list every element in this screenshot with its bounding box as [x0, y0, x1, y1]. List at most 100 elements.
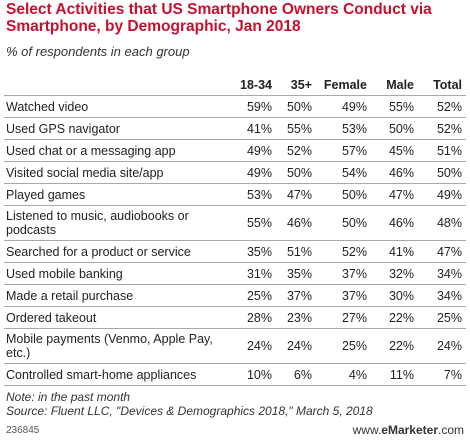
table-row: Searched for a product or service 35% 51% 5… — [4, 240, 466, 263]
brand-logo: www.eMarketer.com — [353, 423, 464, 437]
table-row: Listened to music, audiobooks or podcast… — [4, 205, 466, 241]
value-cell: 22% — [371, 328, 418, 364]
value-cell: 52% — [418, 95, 466, 118]
column-header: Male — [386, 78, 414, 92]
value-cell: 49% — [316, 95, 371, 118]
table-row: Ordered takeout 28% 23% 27% 22% 25% — [4, 306, 466, 329]
row-label: Visited social media site/app — [4, 161, 229, 184]
row-label: Made a retail purchase — [4, 284, 229, 307]
value-cell: 52% — [276, 139, 316, 162]
value-cell: 6% — [276, 363, 316, 386]
table-row: Mobile payments (Venmo, Apple Pay, etc.)… — [4, 328, 466, 364]
column-header: Female — [323, 78, 367, 92]
value-cell: 55% — [371, 95, 418, 118]
value-cell: 41% — [229, 117, 276, 140]
value-cell: 25% — [418, 306, 466, 329]
header-row: 18-34 35+ Female Male Total — [4, 68, 466, 96]
row-label: Used GPS navigator — [4, 117, 229, 140]
value-cell: 50% — [316, 183, 371, 206]
source-text: Source: Fluent LLC, "Devices & Demograph… — [6, 404, 373, 418]
footnote: Note: in the past month Source: Fluent L… — [6, 390, 373, 418]
value-cell: 52% — [418, 117, 466, 140]
value-cell: 23% — [276, 306, 316, 329]
chart-id: 236845 — [6, 425, 40, 436]
value-cell: 49% — [229, 161, 276, 184]
note-text: Note: in the past month — [6, 390, 131, 404]
value-cell: 24% — [276, 328, 316, 364]
value-cell: 47% — [418, 240, 466, 263]
value-cell: 46% — [371, 205, 418, 241]
table-row: Used mobile banking 31% 35% 37% 32% 34% — [4, 262, 466, 285]
brand-suffix: .com — [437, 423, 464, 437]
value-cell: 37% — [316, 262, 371, 285]
table-row: Controlled smart-home appliances 10% 6% 4% 1… — [4, 363, 466, 386]
value-cell: 34% — [418, 262, 466, 285]
value-cell: 53% — [316, 117, 371, 140]
value-cell: 54% — [316, 161, 371, 184]
row-label: Controlled smart-home appliances — [4, 363, 229, 386]
value-cell: 25% — [229, 284, 276, 307]
column-header: 18-34 — [240, 78, 272, 92]
value-cell: 46% — [276, 205, 316, 241]
value-cell: 31% — [229, 262, 276, 285]
table-row: Visited social media site/app 49% 50% 54% 46… — [4, 161, 466, 184]
value-cell: 47% — [371, 183, 418, 206]
table-row: Made a retail purchase 25% 37% 37% 30% 34% — [4, 284, 466, 307]
value-cell: 30% — [371, 284, 418, 307]
value-cell: 48% — [418, 205, 466, 241]
value-cell: 49% — [229, 139, 276, 162]
chart-subtitle: % of respondents in each group — [6, 44, 190, 59]
value-cell: 34% — [418, 284, 466, 307]
value-cell: 10% — [229, 363, 276, 386]
value-cell: 27% — [316, 306, 371, 329]
table-row: Used GPS navigator 41% 55% 53% 50% 52% — [4, 117, 466, 140]
value-cell: 47% — [276, 183, 316, 206]
table-row: Watched video 59% 50% 49% 55% 52% — [4, 95, 466, 118]
value-cell: 35% — [229, 240, 276, 263]
column-header: 35+ — [290, 78, 312, 92]
row-label: Used mobile banking — [4, 262, 229, 285]
value-cell: 24% — [229, 328, 276, 364]
value-cell: 50% — [276, 161, 316, 184]
value-cell: 41% — [371, 240, 418, 263]
value-cell: 51% — [276, 240, 316, 263]
value-cell: 4% — [316, 363, 371, 386]
row-label: Listened to music, audiobooks or podcast… — [4, 205, 229, 241]
table-row: Played games 53% 47% 50% 47% 49% — [4, 183, 466, 206]
brand-name: eMarketer — [381, 423, 438, 437]
value-cell: 46% — [371, 161, 418, 184]
value-cell: 50% — [418, 161, 466, 184]
row-label: Ordered takeout — [4, 306, 229, 329]
value-cell: 51% — [418, 139, 466, 162]
value-cell: 37% — [316, 284, 371, 307]
value-cell: 53% — [229, 183, 276, 206]
value-cell: 49% — [418, 183, 466, 206]
value-cell: 32% — [371, 262, 418, 285]
value-cell: 25% — [316, 328, 371, 364]
value-cell: 55% — [229, 205, 276, 241]
header-label-cell — [4, 68, 229, 96]
value-cell: 52% — [316, 240, 371, 263]
value-cell: 37% — [276, 284, 316, 307]
column-header: Total — [433, 78, 462, 92]
value-cell: 22% — [371, 306, 418, 329]
value-cell: 24% — [418, 328, 466, 364]
row-label: Mobile payments (Venmo, Apple Pay, etc.) — [4, 328, 229, 364]
table-row: Used chat or a messaging app 49% 52% 57% 45%… — [4, 139, 466, 162]
value-cell: 50% — [276, 95, 316, 118]
value-cell: 50% — [371, 117, 418, 140]
data-table: 18-34 35+ Female Male Total Watched vide… — [4, 68, 466, 386]
row-label: Watched video — [4, 95, 229, 118]
value-cell: 35% — [276, 262, 316, 285]
value-cell: 50% — [316, 205, 371, 241]
row-label: Played games — [4, 183, 229, 206]
row-label: Searched for a product or service — [4, 240, 229, 263]
value-cell: 55% — [276, 117, 316, 140]
value-cell: 28% — [229, 306, 276, 329]
value-cell: 57% — [316, 139, 371, 162]
brand-prefix: www. — [352, 423, 382, 437]
row-label: Used chat or a messaging app — [4, 139, 229, 162]
chart-title: Select Activities that US Smartphone Own… — [6, 1, 432, 35]
value-cell: 11% — [371, 363, 418, 386]
value-cell: 45% — [371, 139, 418, 162]
